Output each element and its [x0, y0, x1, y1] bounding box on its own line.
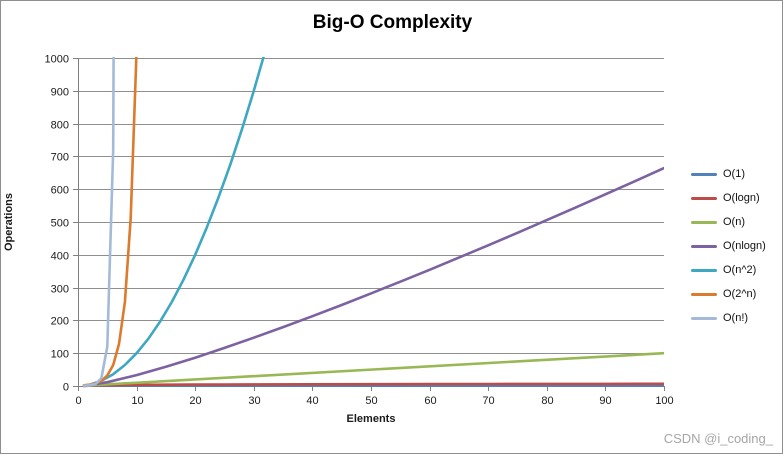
legend-label: O(nlogn) [723, 240, 766, 252]
legend-item: O(nlogn) [691, 234, 766, 258]
chart-title: Big-O Complexity [312, 12, 473, 33]
legend-label: O(1) [723, 168, 745, 180]
x-tick-label: 70 [482, 395, 494, 407]
legend-item: O(n!) [691, 306, 766, 330]
x-tick-label: 40 [306, 395, 318, 407]
series-O(nlogn) [82, 166, 664, 388]
legend-line-icon [691, 292, 717, 296]
y-tick-label: 900 [51, 87, 69, 99]
y-tick-label: 500 [51, 218, 69, 230]
legend-item: O(logn) [691, 186, 766, 210]
y-tick-label: 200 [51, 316, 69, 328]
x-tick-label: 90 [599, 395, 611, 407]
legend-line-icon [691, 316, 717, 320]
y-tick-label: 700 [51, 152, 69, 164]
x-tick-label: 30 [248, 395, 260, 407]
legend-label: O(n) [723, 216, 745, 228]
legend-item: O(2^n) [691, 282, 766, 306]
x-tick-label: 50 [365, 395, 377, 407]
legend-item: O(n) [691, 210, 766, 234]
legend-label: O(logn) [723, 192, 760, 204]
legend-line-icon [691, 220, 717, 224]
legend-item: O(1) [691, 162, 766, 186]
y-tick-label: 0 [63, 382, 69, 394]
legend-label: O(n^2) [723, 264, 757, 276]
legend-item: O(n^2) [691, 258, 766, 282]
legend-line-icon [691, 268, 717, 272]
watermark: CSDN @i_coding_ [663, 431, 773, 446]
series-O(n) [82, 351, 664, 387]
y-axis-title: Operations [3, 192, 15, 252]
x-axis-title: Elements [346, 413, 396, 425]
x-tick-label: 0 [75, 395, 81, 407]
x-tick-label: 10 [131, 395, 143, 407]
y-tick-label: 800 [51, 120, 69, 132]
x-tick-label: 100 [655, 395, 673, 407]
legend-label: O(n!) [723, 312, 749, 324]
legend-label: O(2^n) [723, 288, 757, 300]
legend-line-icon [691, 196, 717, 200]
series-O(n^2) [82, 57, 265, 387]
legend-line-icon [691, 172, 717, 176]
series-O(n!) [82, 57, 115, 387]
y-tick-label: 300 [51, 284, 69, 296]
legend-line-icon [691, 244, 717, 248]
x-tick-label: 60 [424, 395, 436, 407]
y-tick-label: 400 [51, 251, 69, 263]
y-tick-label: 1000 [45, 54, 69, 66]
y-tick-label: 600 [51, 185, 69, 197]
x-tick-label: 20 [189, 395, 201, 407]
y-tick-label: 100 [51, 349, 69, 361]
legend: O(1) O(logn) O(n) O(nlogn) O(n^2) O(2^n) O(n!) [691, 162, 766, 330]
x-tick-label: 80 [541, 395, 553, 407]
